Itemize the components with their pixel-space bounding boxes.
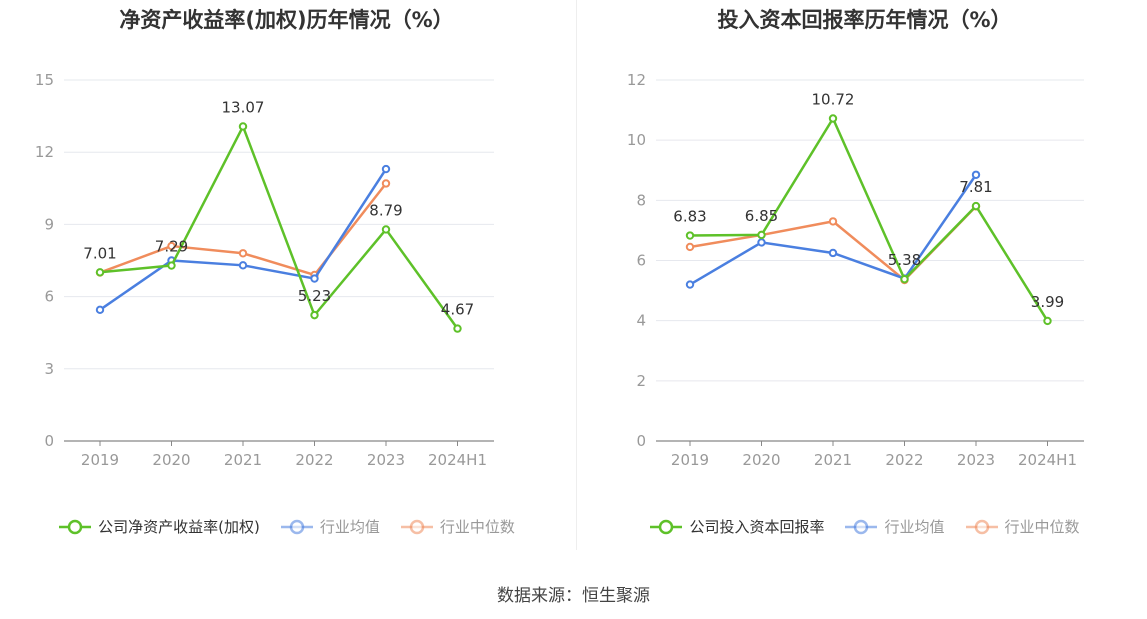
data-label: 4.67 (441, 301, 474, 319)
legend-item-median[interactable]: 行业中位数 (400, 516, 515, 537)
data-point-company (971, 201, 981, 211)
legend-label: 行业均值 (319, 518, 380, 536)
x-tick-label: 2023 (367, 451, 405, 469)
y-tick-label: 3 (44, 360, 54, 378)
legend-line-circle-icon (400, 519, 433, 534)
legend-line-circle-icon (845, 519, 878, 534)
data-point-company (1043, 316, 1052, 326)
data-point-avg (238, 261, 248, 270)
x-tick-label: 2024H1 (1018, 451, 1077, 469)
chart-panel-roe: 净资产收益率(加权)历年情况（%） 0 3 6 9 12 15 2019 2020 2021 20… (0, 0, 573, 560)
y-tick-label: 10 (627, 131, 646, 149)
x-tick-label: 2021 (224, 451, 262, 469)
data-point-median (238, 249, 248, 258)
data-label: 7.01 (83, 244, 116, 262)
legend-item-avg[interactable]: 行业均值 (844, 516, 945, 537)
legend-item-median[interactable]: 行业中位数 (965, 516, 1080, 537)
series-line-company (99, 125, 459, 330)
data-label: 7.29 (155, 238, 188, 256)
x-tick-label: 2020 (152, 451, 190, 469)
data-point-avg (95, 305, 105, 315)
data-label: 5.38 (888, 251, 921, 269)
y-tick-label: 12 (35, 143, 54, 161)
data-source: 数据来源：恒生聚源 (497, 586, 650, 606)
x-tick-label: 2019 (671, 451, 709, 469)
data-label: 10.72 (812, 91, 855, 109)
y-tick-label: 9 (44, 215, 54, 233)
x-tick-label: 2020 (742, 451, 780, 469)
legend: 公司投入资本回报率 行业均值 行业中位数 (578, 516, 1147, 537)
data-point-company (310, 310, 319, 320)
chart-panel-roic: 投入资本回报率历年情况（%） 0 2 4 6 8 10 12 2019 2020 2021 2022… (578, 0, 1147, 560)
data-point-median (685, 242, 695, 252)
legend-label: 行业均值 (884, 518, 945, 536)
legend-label: 行业中位数 (1004, 518, 1080, 536)
data-point-avg (971, 170, 981, 179)
y-tick-label: 0 (636, 432, 646, 450)
y-tick-label: 4 (636, 312, 646, 330)
series-line-company (689, 117, 1049, 322)
data-label: 6.83 (673, 208, 706, 226)
x-tick-label: 2022 (295, 451, 333, 469)
y-tick-label: 15 (35, 71, 54, 89)
panel-divider (576, 0, 577, 550)
data-point-median (167, 241, 176, 251)
data-label: 3.99 (1031, 293, 1064, 311)
x-tick-label: 2024H1 (428, 451, 487, 469)
y-tick-label: 2 (636, 372, 646, 390)
legend-item-company[interactable]: 公司净资产收益率(加权) (58, 516, 260, 537)
data-point-company (900, 274, 909, 284)
data-point-company (453, 324, 462, 333)
legend-label: 行业中位数 (439, 518, 515, 536)
y-tick-label: 6 (636, 252, 646, 270)
data-point-median (381, 179, 391, 188)
chart-svg-roic: 0 2 4 6 8 10 12 2019 2020 2021 2022 2023 2024H1 6.83 6… (627, 71, 1084, 469)
legend-item-company[interactable]: 公司投入资本回报率 (649, 516, 824, 537)
legend-label: 公司净资产收益率(加权) (98, 518, 260, 536)
x-tick-label: 2023 (957, 451, 995, 469)
data-label: 13.07 (222, 98, 265, 116)
data-point-company (238, 122, 248, 131)
chart-title: 净资产收益率(加权)历年情况（%） (119, 8, 454, 32)
data-point-company (685, 231, 695, 240)
data-point-company (828, 114, 838, 123)
chart-svg-roe: 0 3 6 9 12 15 2019 2020 2021 2022 2023 2024H1 7.01 7.… (35, 71, 494, 469)
data-label: 8.79 (369, 201, 402, 219)
data-point-avg (310, 274, 319, 283)
x-tick-label: 2021 (814, 451, 852, 469)
legend-line-circle-icon (59, 519, 92, 534)
legend-item-avg[interactable]: 行业均值 (280, 516, 380, 537)
data-point-avg (757, 238, 766, 247)
series-line-avg (689, 174, 978, 286)
legend-line-circle-icon (650, 519, 683, 534)
data-point-company (95, 268, 105, 277)
data-label: 5.23 (298, 287, 331, 305)
legend: 公司净资产收益率(加权) 行业均值 行业中位数 (0, 516, 573, 537)
data-point-avg (828, 248, 838, 258)
chart-title: 投入资本回报率历年情况（%） (717, 8, 1012, 32)
legend-line-circle-icon (965, 519, 998, 534)
data-point-company (381, 225, 391, 234)
y-tick-label: 6 (44, 288, 54, 306)
data-point-avg (381, 164, 391, 174)
data-point-median (828, 217, 838, 226)
y-tick-label: 0 (44, 432, 54, 450)
y-tick-label: 8 (636, 191, 646, 209)
legend-line-circle-icon (280, 519, 313, 534)
data-label: 6.85 (745, 207, 778, 225)
y-tick-label: 12 (627, 71, 646, 89)
data-point-company (757, 230, 766, 240)
x-tick-label: 2022 (885, 451, 923, 469)
x-tick-label: 2019 (81, 451, 119, 469)
legend-label: 公司投入资本回报率 (689, 518, 825, 536)
data-label: 7.81 (959, 178, 992, 196)
data-point-avg (685, 280, 695, 289)
data-point-company (167, 261, 176, 270)
